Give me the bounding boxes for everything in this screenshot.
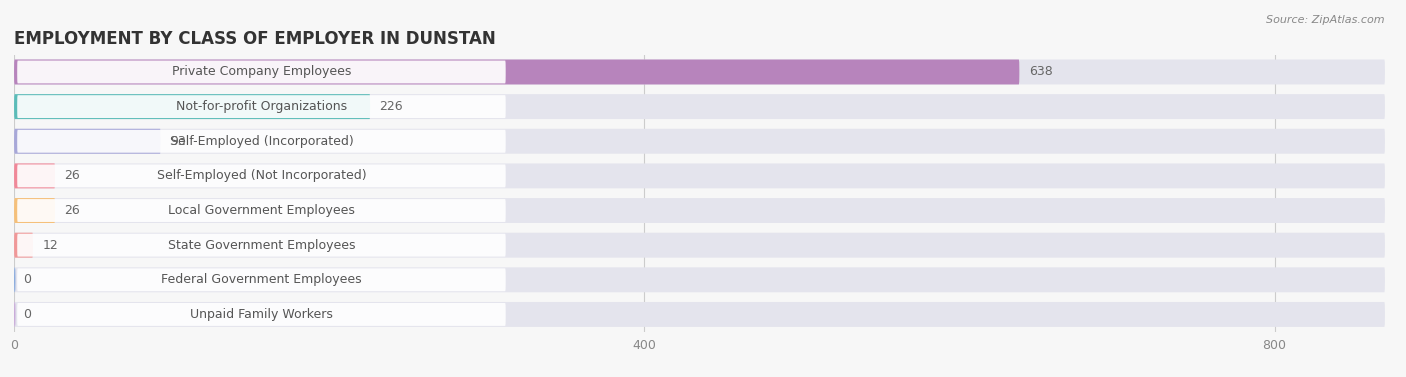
Text: 0: 0 <box>24 273 31 286</box>
Text: Unpaid Family Workers: Unpaid Family Workers <box>190 308 333 321</box>
Text: 226: 226 <box>380 100 404 113</box>
FancyBboxPatch shape <box>14 60 1385 84</box>
FancyBboxPatch shape <box>17 95 506 118</box>
FancyBboxPatch shape <box>14 129 160 154</box>
Text: Private Company Employees: Private Company Employees <box>172 66 352 78</box>
Text: EMPLOYMENT BY CLASS OF EMPLOYER IN DUNSTAN: EMPLOYMENT BY CLASS OF EMPLOYER IN DUNST… <box>14 29 496 48</box>
Text: Self-Employed (Not Incorporated): Self-Employed (Not Incorporated) <box>156 169 366 182</box>
FancyBboxPatch shape <box>14 94 370 119</box>
FancyBboxPatch shape <box>14 163 1385 188</box>
Text: Not-for-profit Organizations: Not-for-profit Organizations <box>176 100 347 113</box>
FancyBboxPatch shape <box>14 233 32 257</box>
Text: 26: 26 <box>65 204 80 217</box>
FancyBboxPatch shape <box>14 198 55 223</box>
Text: 26: 26 <box>65 169 80 182</box>
FancyBboxPatch shape <box>17 268 506 291</box>
Text: Self-Employed (Incorporated): Self-Employed (Incorporated) <box>170 135 353 148</box>
FancyBboxPatch shape <box>14 129 1385 154</box>
FancyBboxPatch shape <box>14 94 1385 119</box>
Text: 638: 638 <box>1029 66 1053 78</box>
FancyBboxPatch shape <box>14 60 1019 84</box>
FancyBboxPatch shape <box>17 164 506 187</box>
FancyBboxPatch shape <box>14 267 1385 292</box>
Text: Federal Government Employees: Federal Government Employees <box>162 273 361 286</box>
FancyBboxPatch shape <box>17 61 506 83</box>
Text: 12: 12 <box>42 239 58 252</box>
FancyBboxPatch shape <box>14 233 1385 257</box>
FancyBboxPatch shape <box>17 199 506 222</box>
Text: Source: ZipAtlas.com: Source: ZipAtlas.com <box>1267 15 1385 25</box>
Text: Local Government Employees: Local Government Employees <box>167 204 354 217</box>
FancyBboxPatch shape <box>14 163 55 188</box>
FancyBboxPatch shape <box>14 302 1385 327</box>
FancyBboxPatch shape <box>17 303 506 326</box>
FancyBboxPatch shape <box>17 234 506 257</box>
FancyBboxPatch shape <box>17 130 506 153</box>
FancyBboxPatch shape <box>14 198 1385 223</box>
Text: 93: 93 <box>170 135 186 148</box>
Text: State Government Employees: State Government Employees <box>167 239 356 252</box>
Text: 0: 0 <box>24 308 31 321</box>
